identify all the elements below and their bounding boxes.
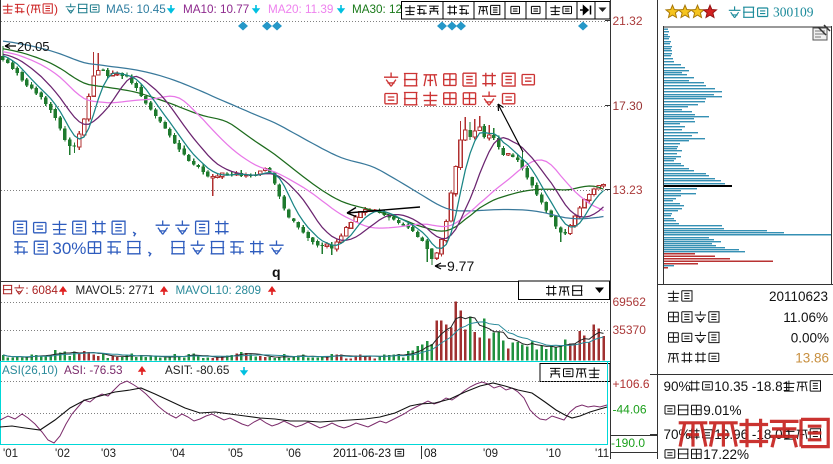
svg-text:0.00%: 0.00% [791,331,829,346]
svg-text:'11: '11 [595,448,609,459]
svg-text:ASI: -76.53: ASI: -76.53 [64,364,122,377]
svg-text:'09: '09 [483,448,498,459]
svg-text:-44.06: -44.06 [613,403,647,417]
svg-text:'05: '05 [228,448,243,459]
svg-text:90%: 90% [664,379,691,394]
svg-text:35370: 35370 [613,323,647,337]
svg-text:'04: '04 [170,448,186,459]
svg-text:'03: '03 [101,448,116,459]
svg-text:'10: '10 [546,448,561,459]
svg-text:2011-06-23: 2011-06-23 [333,448,391,459]
svg-text:08: 08 [424,448,437,459]
svg-text:17.22%: 17.22% [703,447,749,459]
svg-text:13.23: 13.23 [613,183,643,197]
svg-text:: 6084: : 6084 [25,284,58,297]
svg-text:(: ( [26,2,30,16]
svg-text:'06: '06 [286,448,301,459]
svg-text:9.77: 9.77 [447,258,474,274]
svg-text:MA5: 10.45: MA5: 10.45 [106,3,166,16]
svg-text:-190.0: -190.0 [611,436,645,450]
svg-text:30%: 30% [52,239,86,258]
svg-text:'01: '01 [3,448,18,459]
svg-text:20.05: 20.05 [17,39,50,54]
svg-text:9.01%: 9.01% [703,403,741,418]
svg-text:69562: 69562 [613,295,647,309]
svg-text:20110623: 20110623 [769,289,828,304]
svg-text:MA30: 12.: MA30: 12. [352,3,405,16]
svg-text:MA10: 10.77: MA10: 10.77 [183,3,249,16]
svg-text:MA20: 11.39: MA20: 11.39 [268,3,333,16]
svg-text:q: q [272,264,281,280]
svg-text:+106.6: +106.6 [613,377,650,391]
svg-text:300109: 300109 [773,5,814,20]
svg-text:ASIT: -80.65: ASIT: -80.65 [165,364,230,377]
svg-text:13.86: 13.86 [795,351,829,366]
svg-text:MAVOL10: 2809: MAVOL10: 2809 [176,284,262,297]
svg-text:ASI(26,10): ASI(26,10) [2,364,58,377]
svg-text:11.06%: 11.06% [783,310,828,325]
svg-text:'02: '02 [55,448,70,459]
svg-text:17.30: 17.30 [613,99,643,113]
svg-text:): ) [54,2,58,16]
svg-text:21.32: 21.32 [613,14,643,28]
svg-text:10.35 -18.81: 10.35 -18.81 [714,379,790,394]
svg-text:70%: 70% [664,427,691,442]
svg-text:MAVOL5: 2771: MAVOL5: 2771 [76,284,155,297]
